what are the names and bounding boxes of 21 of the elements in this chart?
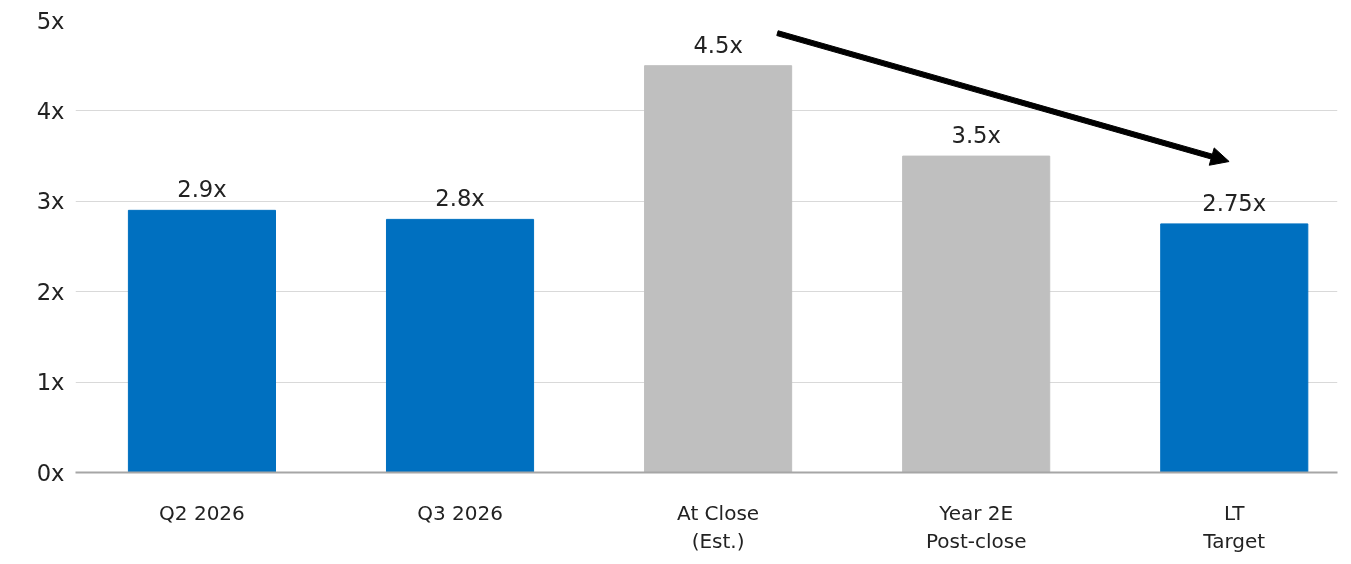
- bar: [385, 218, 535, 473]
- data-label: 4.5x: [693, 31, 743, 58]
- y-tick-label: 4x: [36, 97, 65, 124]
- y-tick-label: 1x: [36, 369, 65, 396]
- bar: [902, 155, 1051, 473]
- x-tick-label: Year 2E Post-close: [925, 500, 1027, 554]
- data-label: 2.75x: [1202, 189, 1267, 216]
- x-tick-label: At Close (Est.): [677, 500, 760, 554]
- data-label: 2.8x: [435, 185, 485, 212]
- y-tick-label: 0x: [36, 459, 65, 486]
- y-tick-label: 2x: [36, 278, 65, 305]
- y-tick-label: 5x: [36, 7, 65, 34]
- x-tick-label: Q2 2026: [159, 500, 245, 525]
- data-label: 3.5x: [951, 122, 1001, 149]
- bar: [1160, 223, 1309, 473]
- data-label: 2.9x: [177, 176, 227, 203]
- bar: [127, 209, 277, 473]
- bar: [644, 65, 793, 473]
- x-tick-label: Q3 2026: [417, 500, 503, 525]
- y-tick-label: 3x: [36, 188, 65, 215]
- x-tick-label: LT Target: [1202, 500, 1266, 554]
